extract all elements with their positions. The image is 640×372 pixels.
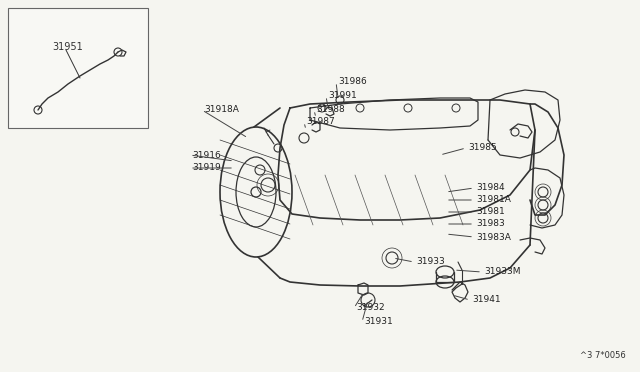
Text: 31981A: 31981A: [476, 196, 511, 205]
Text: 31932: 31932: [356, 304, 385, 312]
Text: 31918A: 31918A: [204, 106, 239, 115]
Text: 31986: 31986: [338, 77, 367, 87]
Text: 31983: 31983: [476, 219, 505, 228]
Text: 31919: 31919: [192, 164, 221, 173]
Text: 31931: 31931: [364, 317, 393, 327]
Text: 31985: 31985: [468, 144, 497, 153]
Text: 31987: 31987: [306, 118, 335, 126]
Text: 31984: 31984: [476, 183, 504, 192]
Text: ^3 7*0056: ^3 7*0056: [580, 351, 626, 360]
Text: 31951: 31951: [52, 42, 83, 52]
Text: 31933M: 31933M: [484, 267, 520, 276]
Bar: [8, 8, 148, 128]
Text: 31983A: 31983A: [476, 232, 511, 241]
Text: 31941: 31941: [472, 295, 500, 305]
Text: 31991: 31991: [328, 92, 356, 100]
Text: 31981: 31981: [476, 208, 505, 217]
Text: 31988: 31988: [316, 106, 345, 115]
Text: 31933: 31933: [416, 257, 445, 266]
Text: 31916: 31916: [192, 151, 221, 160]
